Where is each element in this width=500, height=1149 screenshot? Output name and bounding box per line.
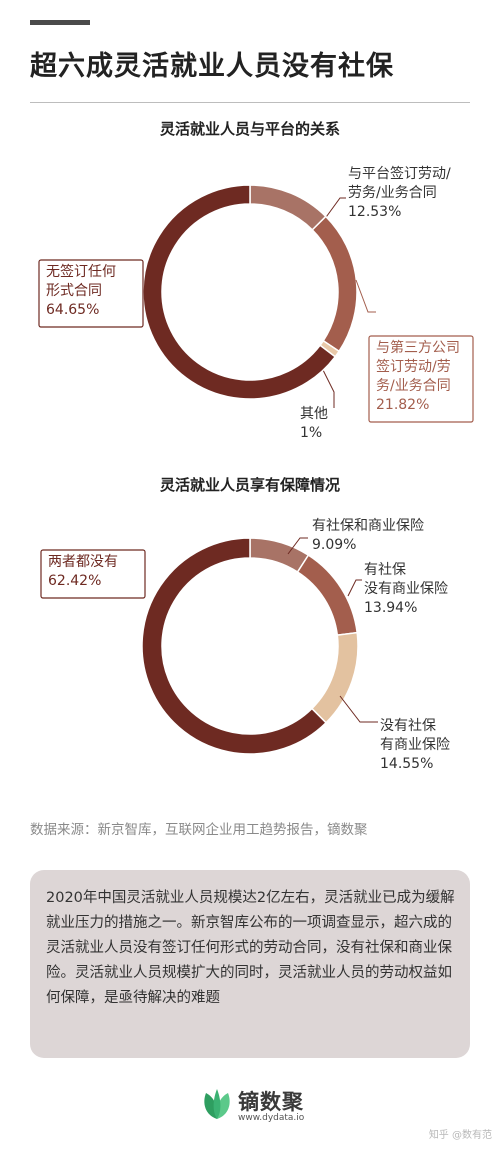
donut-slice bbox=[142, 184, 337, 400]
slice-category-label: 有商业保险 bbox=[380, 737, 450, 753]
slice-category-label: 有社保和商业保险 bbox=[312, 518, 424, 534]
slice-category-label: 没有社保 bbox=[380, 718, 436, 734]
logo-url: www.dydata.io bbox=[238, 1113, 305, 1123]
logo-name: 镝数聚 bbox=[238, 1090, 304, 1114]
leaf-logo-icon bbox=[204, 1089, 230, 1119]
slice-category-label: 其他 bbox=[300, 406, 328, 422]
leader-line bbox=[355, 279, 376, 313]
slice-category-label: 形式合同 bbox=[46, 283, 102, 299]
header-accent-bar bbox=[30, 20, 90, 25]
slice-value-label: 62.42% bbox=[48, 573, 101, 589]
donut-slice bbox=[249, 537, 310, 574]
label-box bbox=[38, 259, 144, 328]
leader-line bbox=[347, 579, 362, 597]
slice-value-label: 9.09% bbox=[312, 537, 356, 553]
leader-line bbox=[323, 197, 346, 221]
slice-category-label: 没有商业保险 bbox=[364, 581, 448, 597]
leader-line bbox=[287, 537, 308, 555]
slice-value-label: 14.55% bbox=[380, 756, 433, 772]
label-box bbox=[40, 549, 146, 599]
slice-value-label: 1% bbox=[300, 425, 322, 441]
slice-value-label: 21.82% bbox=[376, 397, 429, 413]
slice-value-label: 13.94% bbox=[364, 600, 417, 616]
summary-box: 2020年中国灵活就业人员规模达2亿左右，灵活就业已成为缓解就业压力的措施之一。… bbox=[30, 870, 470, 1058]
chart-1-title: 灵活就业人员与平台的关系 bbox=[159, 120, 340, 138]
summary-text: 2020年中国灵活就业人员规模达2亿左右，灵活就业已成为缓解就业压力的措施之一。… bbox=[46, 890, 455, 1006]
slice-category-label: 无签订任何 bbox=[46, 263, 116, 280]
donut-slice bbox=[311, 215, 358, 353]
leader-line bbox=[319, 363, 335, 408]
donut-slice bbox=[249, 184, 327, 231]
slice-value-label: 64.65% bbox=[46, 302, 99, 318]
data-source-note: 数据来源：新京智库，互联网企业用工趋势报告，镝数聚 bbox=[30, 822, 368, 838]
slice-category-label: 签订劳动/劳 bbox=[376, 358, 451, 375]
slice-category-label: 务/业务合同 bbox=[376, 378, 451, 394]
donut-slice bbox=[141, 537, 328, 755]
slice-category-label: 两者都没有 bbox=[48, 554, 118, 570]
slice-category-label: 有社保 bbox=[364, 562, 406, 578]
leader-line bbox=[339, 695, 378, 723]
title-divider bbox=[30, 102, 470, 103]
label-box bbox=[368, 335, 474, 423]
slice-value-label: 12.53% bbox=[348, 204, 401, 220]
page-title: 超六成灵活就业人员没有社保 bbox=[30, 51, 394, 82]
slice-category-label: 与平台签订劳动/ bbox=[348, 165, 451, 182]
watermark: 知乎 @数有范 bbox=[428, 1130, 492, 1141]
slice-category-label: 与第三方公司 bbox=[376, 339, 460, 356]
donut-slice bbox=[310, 631, 359, 724]
chart-2-title: 灵活就业人员享有保障情况 bbox=[159, 476, 340, 494]
slice-category-label: 劳务/业务合同 bbox=[348, 185, 437, 201]
brand-logo: 镝数聚 www.dydata.io bbox=[200, 1085, 360, 1129]
